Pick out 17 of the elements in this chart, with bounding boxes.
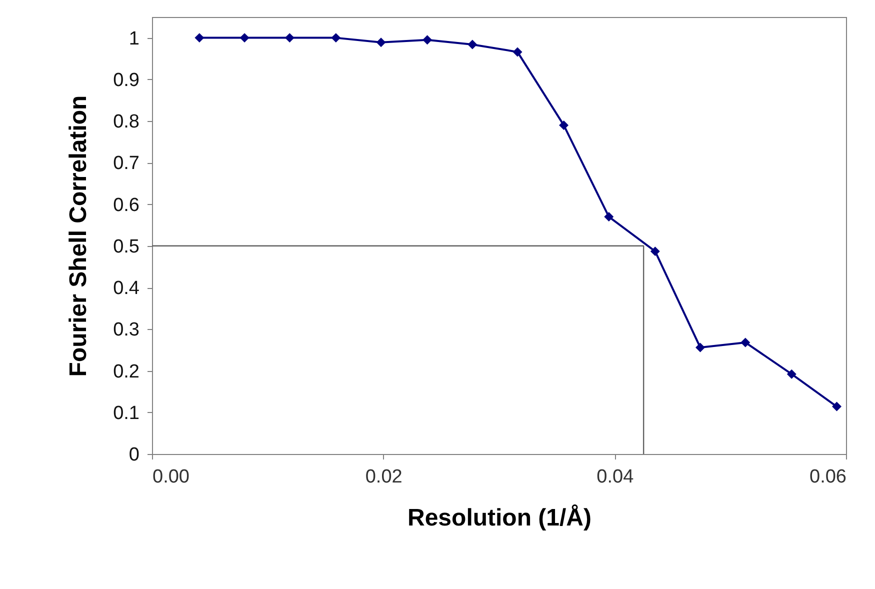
y-tick-label: 0.9: [113, 70, 140, 91]
x-axis-title: Resolution (1/Å): [408, 504, 592, 532]
x-tick-label: 0.04: [596, 466, 634, 488]
y-tick-label: 0.5: [113, 236, 140, 258]
y-axis-title: Fourier Shell Correlation: [65, 95, 92, 377]
y-tick-label: 0.8: [113, 112, 140, 133]
y-tick-label: 0.7: [113, 153, 140, 174]
y-tick-label: 0.6: [113, 194, 140, 216]
y-tick-label: 1: [128, 28, 140, 50]
y-tick-label: 0.2: [113, 361, 140, 382]
y-tick-label: 0.4: [113, 278, 140, 300]
x-tick-label: 0.00: [152, 466, 190, 488]
y-tick-label: 0: [128, 444, 140, 466]
y-tick-label: 0.3: [113, 320, 140, 341]
x-tick-label: 0.06: [810, 466, 846, 488]
y-tick-label: 0.1: [113, 402, 140, 424]
x-tick-label: 0.02: [365, 466, 402, 488]
